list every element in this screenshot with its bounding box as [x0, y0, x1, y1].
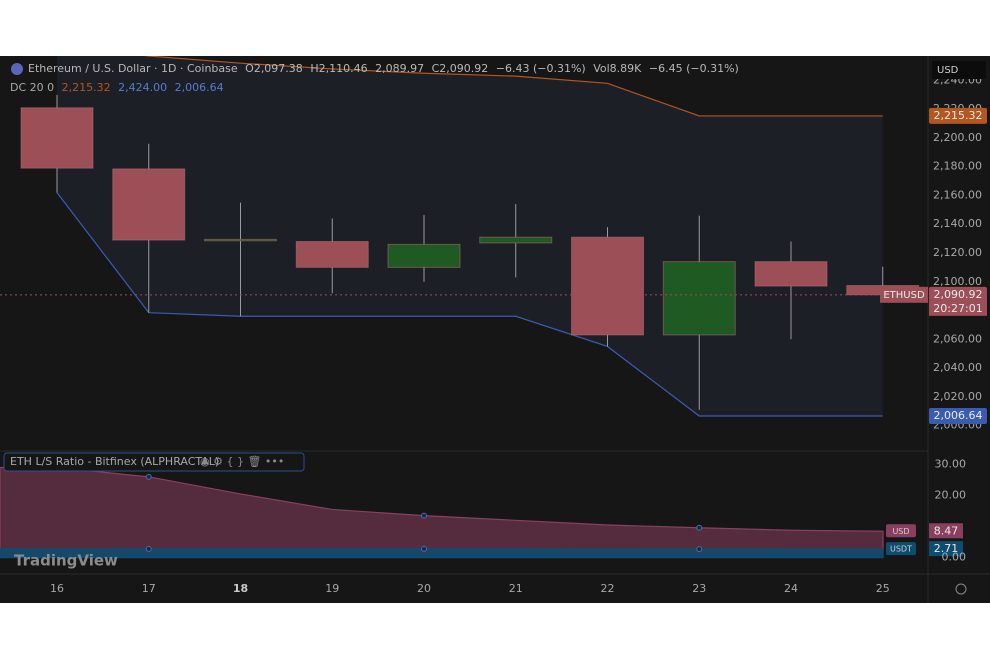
symbol-tag-label: ETHUSD: [883, 290, 925, 301]
coin-icon: [11, 63, 23, 75]
value-tag: [929, 523, 963, 539]
candle-body: [204, 238, 277, 242]
x-tick-label: 20: [417, 582, 431, 595]
candle-body: [295, 240, 369, 268]
x-tick-label: 22: [601, 582, 615, 595]
currency[interactable]: USD: [937, 65, 959, 76]
candle-body: [387, 243, 461, 268]
header-open: O2,097.38: [245, 62, 303, 75]
legend-label: USDT: [890, 545, 912, 554]
price-tag: [929, 286, 987, 303]
candle-body: [20, 107, 94, 169]
header-volume-change: −6.45 (−0.31%): [649, 62, 739, 75]
header-title: Ethereum / U.S. Dollar · 1D · Coinbase: [28, 62, 238, 75]
candle-body: [662, 261, 736, 336]
value-tag-label: 8.47: [934, 524, 959, 537]
header-close: C2,090.92: [432, 62, 489, 75]
price-tag-label: 2,090.92: [934, 288, 983, 301]
y-tick-label: 0.00: [942, 551, 967, 564]
x-tick-label: 16: [50, 582, 64, 595]
indicator-legend-box[interactable]: [3, 452, 305, 472]
candle-body: [479, 236, 553, 244]
symbol-tag: [880, 286, 928, 303]
x-tick-label: 19: [325, 582, 339, 595]
logo: TradingView: [14, 552, 118, 570]
y-tick-label: 2,200.00: [933, 131, 982, 144]
area: [0, 548, 884, 559]
x-tick-label: 17: [142, 582, 156, 595]
x-tick-label: 25: [876, 582, 890, 595]
y-tick-label: 2,040.00: [933, 361, 982, 374]
value-tag-label: 2.71: [934, 542, 959, 555]
header-high: H2,110.46: [310, 62, 367, 75]
point: [696, 524, 703, 531]
header-change: −6.43 (−0.31%): [496, 62, 586, 75]
y-tick-label: 2,100.00: [933, 275, 982, 288]
main-pane: [0, 56, 928, 417]
dc-upper-line: [143, 56, 883, 117]
y-tick-label: 2,020.00: [933, 390, 982, 403]
point: [145, 545, 152, 552]
x-tick-label: 18: [233, 582, 248, 595]
dc-label: DC 20 0: [10, 81, 54, 94]
axes: 16 17 18 19 20 21 22 23 24 252,000.002,020.002,04…: [50, 73, 987, 595]
dc-legend: DC 20 0 2,215.32 2,424.00 2,006.64: [10, 81, 224, 94]
value-tag: [929, 541, 963, 557]
x-tick-label: 24: [784, 582, 798, 595]
y-tick-label: 2,120.00: [933, 246, 982, 259]
candle-body: [754, 261, 828, 287]
y-tick-label: 30.00: [935, 457, 967, 470]
indicator-title: ETH L/S Ratio - Bitfinex (ALPHRACTAL): [10, 455, 219, 468]
point: [696, 546, 703, 553]
dc-middle: 2,424.00: [118, 81, 167, 94]
price-tag: [929, 408, 987, 425]
dc-upper: 2,215.32: [62, 81, 111, 94]
y-tick-label: 2,180.00: [933, 160, 982, 173]
y-tick-label: 2,060.00: [933, 332, 982, 345]
dc-lower-line: [56, 192, 883, 417]
candle-body: [571, 236, 644, 336]
x-tick-label: 21: [509, 582, 523, 595]
indicator-controls[interactable]: ◉ ⚙ { } 🗑 •••: [200, 455, 284, 468]
currency-button[interactable]: [932, 61, 986, 79]
header: Ethereum / U.S. Dollar · 1D · Coinbase O…: [28, 62, 739, 75]
y-tick-label: 20.00: [935, 488, 967, 501]
dc-lower: 2,006.64: [175, 81, 224, 94]
legend-tag: [886, 524, 916, 538]
y-tick-label: 2,140.00: [933, 217, 982, 230]
price-tag: [929, 107, 987, 124]
settings-icon[interactable]: [955, 583, 967, 595]
countdown-label: 20:27:01: [933, 302, 982, 315]
indicator-pane: [0, 466, 884, 559]
legend-tag: [886, 542, 916, 556]
y-tick-label: 2,160.00: [933, 188, 982, 201]
price-tag-label: 2,215.32: [934, 109, 983, 122]
header-low: 2,089.97: [375, 62, 424, 75]
price-tag-label: 2,006.64: [934, 409, 983, 422]
point: [145, 473, 152, 480]
point: [421, 512, 427, 519]
header-volume: Vol8.89K: [593, 62, 642, 75]
legend-label: USD: [892, 527, 909, 536]
countdown-tag: [929, 300, 987, 316]
point: [421, 545, 427, 552]
candle-body: [112, 168, 186, 241]
x-tick-label: 23: [692, 582, 706, 595]
